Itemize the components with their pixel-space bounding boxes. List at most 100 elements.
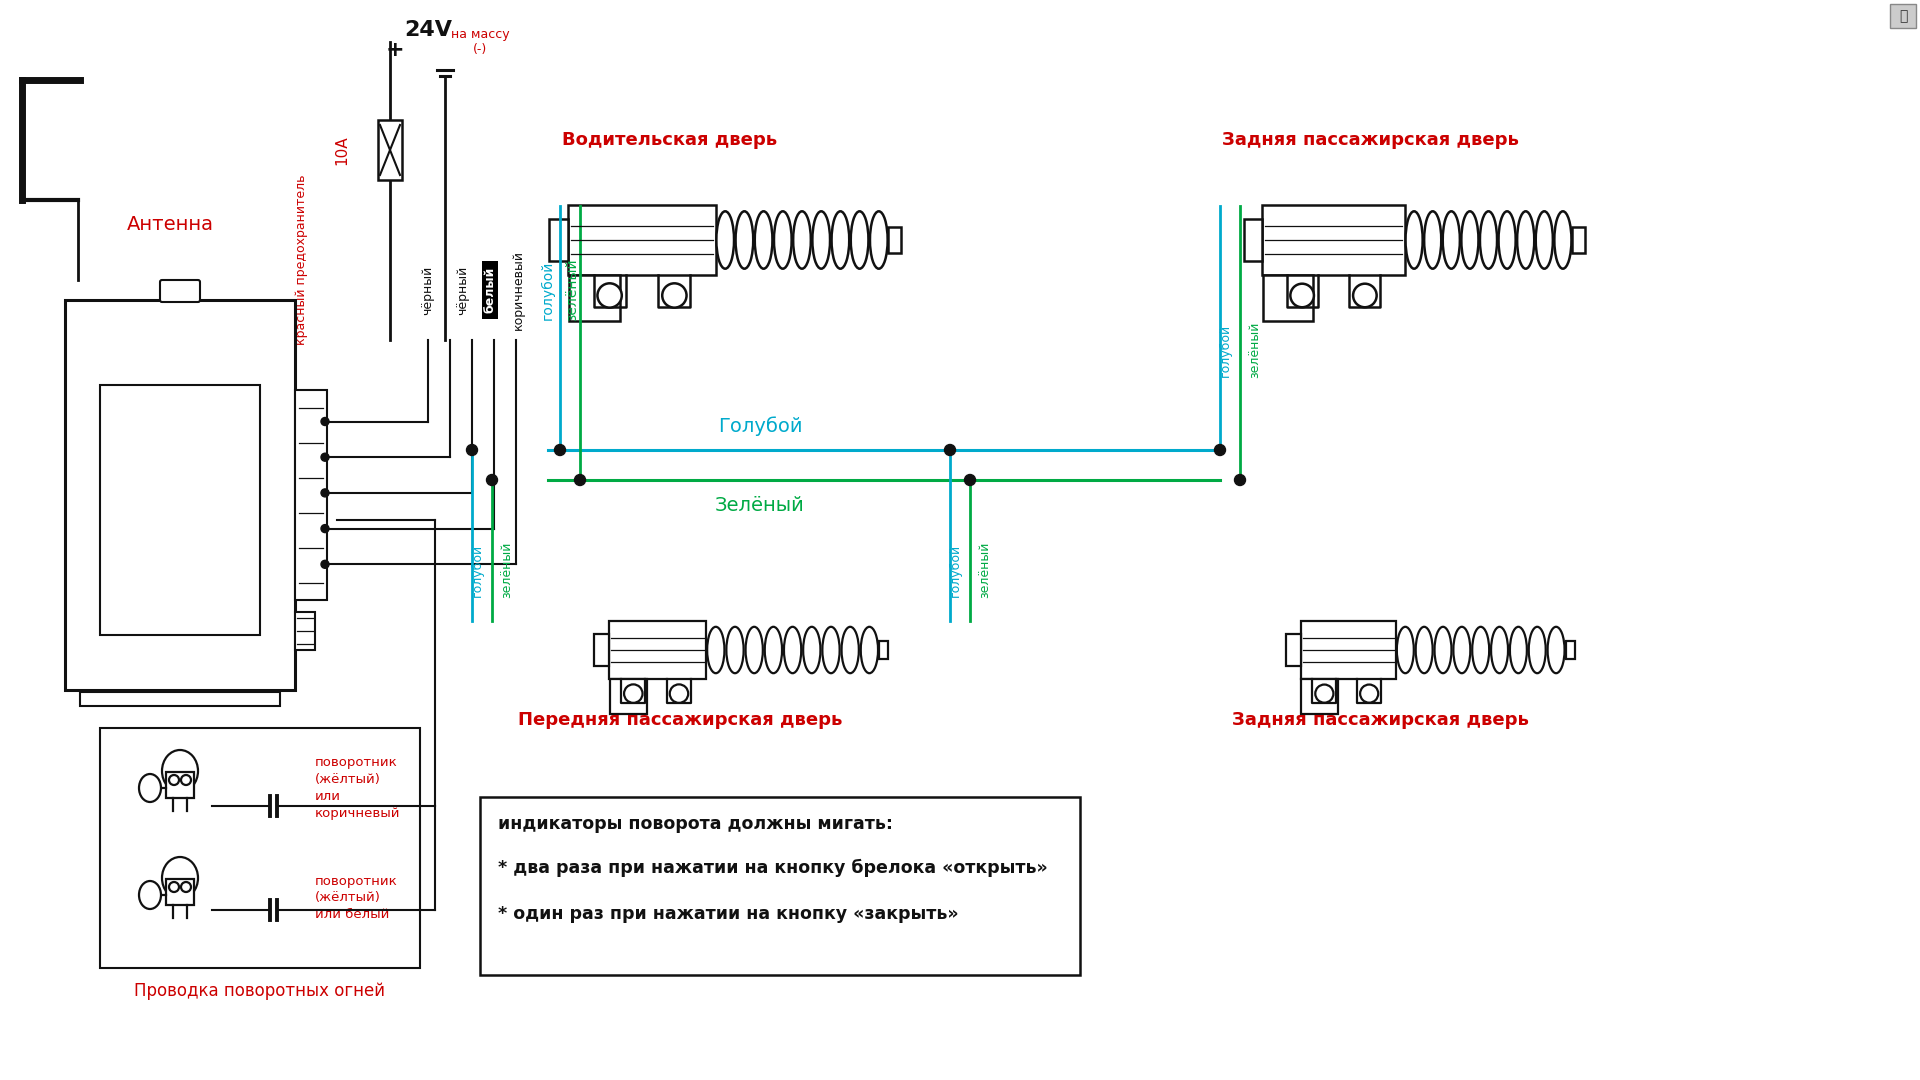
- FancyBboxPatch shape: [159, 280, 200, 302]
- Text: чёрный: чёрный: [457, 266, 470, 314]
- Bar: [1300, 621, 1396, 679]
- Circle shape: [486, 474, 497, 486]
- Circle shape: [321, 525, 328, 532]
- Ellipse shape: [774, 212, 791, 269]
- Bar: [165, 879, 194, 905]
- Circle shape: [1354, 284, 1377, 307]
- Bar: [1572, 228, 1584, 253]
- Circle shape: [964, 474, 975, 486]
- Ellipse shape: [764, 626, 781, 673]
- Text: Водительская дверь: Водительская дверь: [563, 131, 778, 149]
- Ellipse shape: [1480, 212, 1498, 269]
- Circle shape: [670, 685, 687, 703]
- Bar: [879, 640, 889, 659]
- Text: поворотник
(жёлтый)
или белый: поворотник (жёлтый) или белый: [315, 875, 397, 921]
- Text: белый: белый: [484, 267, 497, 313]
- Ellipse shape: [1536, 212, 1553, 269]
- Ellipse shape: [851, 212, 868, 269]
- Circle shape: [321, 561, 328, 568]
- Text: на массу
(-): на массу (-): [451, 28, 509, 56]
- Circle shape: [624, 685, 643, 703]
- Circle shape: [662, 283, 687, 308]
- Circle shape: [1235, 474, 1246, 486]
- Circle shape: [574, 474, 586, 486]
- Ellipse shape: [812, 212, 829, 269]
- Circle shape: [321, 454, 328, 461]
- Circle shape: [321, 418, 328, 426]
- Ellipse shape: [831, 212, 849, 269]
- Text: зелёный: зелёный: [979, 542, 991, 598]
- Text: зелёный: зелёный: [501, 542, 513, 598]
- Text: Задняя пассажирская дверь: Задняя пассажирская дверь: [1231, 711, 1528, 729]
- Circle shape: [321, 489, 328, 497]
- Circle shape: [180, 775, 190, 785]
- Circle shape: [467, 445, 478, 456]
- Bar: [1889, 4, 1916, 28]
- Ellipse shape: [1425, 212, 1442, 269]
- Bar: [549, 219, 568, 261]
- Ellipse shape: [1405, 212, 1423, 269]
- Text: 10А: 10А: [334, 135, 349, 165]
- Text: индикаторы поворота должны мигать:: индикаторы поворота должны мигать:: [497, 815, 893, 833]
- Text: Голубой: Голубой: [718, 416, 803, 436]
- Circle shape: [1359, 685, 1379, 703]
- Circle shape: [169, 775, 179, 785]
- Ellipse shape: [1492, 626, 1507, 673]
- Ellipse shape: [1517, 212, 1534, 269]
- Bar: [296, 390, 326, 600]
- Ellipse shape: [860, 626, 877, 673]
- Ellipse shape: [793, 212, 810, 269]
- Text: голубой: голубой: [470, 543, 484, 596]
- Circle shape: [1215, 445, 1225, 456]
- Text: поворотник
(жёлтый)
или
коричневый: поворотник (жёлтый) или коричневый: [315, 756, 401, 820]
- Ellipse shape: [1509, 626, 1526, 673]
- Ellipse shape: [735, 212, 753, 269]
- Ellipse shape: [1555, 212, 1571, 269]
- Ellipse shape: [1498, 212, 1515, 269]
- Bar: [609, 621, 707, 679]
- Bar: [1302, 679, 1338, 714]
- Ellipse shape: [822, 626, 839, 673]
- Bar: [593, 634, 609, 666]
- Text: голубой: голубой: [948, 543, 962, 596]
- Bar: [65, 300, 296, 690]
- Text: Антенна: Антенна: [127, 216, 213, 234]
- Bar: [1565, 640, 1574, 659]
- Circle shape: [555, 445, 566, 456]
- Text: Задняя пассажирская дверь: Задняя пассажирская дверь: [1221, 131, 1519, 149]
- Text: голубой: голубой: [541, 260, 555, 320]
- Ellipse shape: [707, 626, 724, 673]
- Bar: [609, 679, 647, 714]
- Bar: [378, 120, 401, 180]
- Text: Проводка поворотных огней: Проводка поворотных огней: [134, 982, 386, 1000]
- Text: Передняя пассажирская дверь: Передняя пассажирская дверь: [518, 711, 843, 729]
- Ellipse shape: [1434, 626, 1452, 673]
- Text: Зелёный: Зелёный: [714, 496, 804, 515]
- Ellipse shape: [138, 774, 161, 802]
- Ellipse shape: [755, 212, 772, 269]
- Text: красный предохранитель: красный предохранитель: [296, 175, 309, 346]
- Ellipse shape: [841, 626, 858, 673]
- Ellipse shape: [161, 858, 198, 899]
- Ellipse shape: [716, 212, 733, 269]
- Text: коричневый: коричневый: [511, 249, 524, 330]
- Text: * два раза при нажатии на кнопку брелока «открыть»: * два раза при нажатии на кнопку брелока…: [497, 859, 1048, 877]
- Text: +: +: [386, 40, 405, 60]
- Ellipse shape: [1442, 212, 1459, 269]
- Bar: [568, 205, 716, 275]
- Ellipse shape: [745, 626, 762, 673]
- Bar: [482, 261, 497, 319]
- Bar: [296, 612, 315, 650]
- Circle shape: [1315, 685, 1332, 703]
- Ellipse shape: [1528, 626, 1546, 673]
- Ellipse shape: [870, 212, 887, 269]
- Ellipse shape: [726, 626, 743, 673]
- Circle shape: [180, 882, 190, 892]
- Ellipse shape: [1398, 626, 1413, 673]
- Text: зелёный: зелёный: [1248, 322, 1261, 378]
- Circle shape: [169, 882, 179, 892]
- Ellipse shape: [1453, 626, 1471, 673]
- Text: зелёный: зелёный: [564, 259, 580, 322]
- Circle shape: [945, 445, 956, 456]
- Ellipse shape: [1548, 626, 1565, 673]
